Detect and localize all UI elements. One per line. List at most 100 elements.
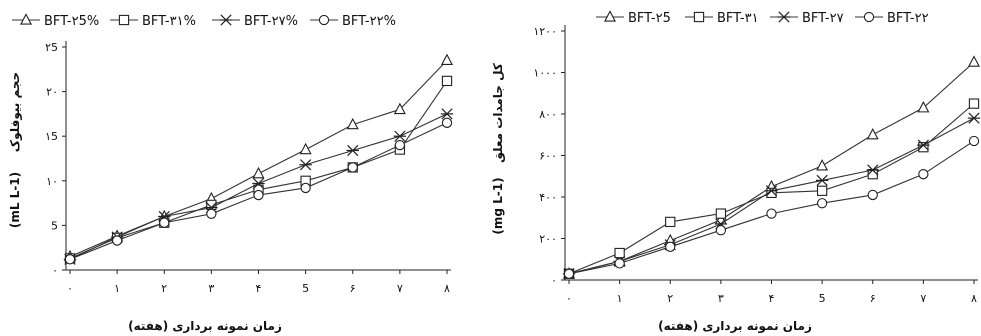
x-axis-label: زمان نمونه برداری (هفته) [128,319,282,334]
y-tick-label: ١٢٠٠ [533,25,557,38]
legend-label: BFT-٢٧ [802,11,844,26]
data-point [394,139,406,151]
y-axis-label-unit: (mL L-1) [8,172,22,228]
x-tick-label: ۴ [769,292,775,305]
data-point [968,135,980,147]
data-point [393,130,407,142]
data-point [766,187,777,198]
x-tick-label: ٣ [208,282,214,295]
data-point [918,169,929,180]
legend-marker [603,10,617,22]
legend-label: BFT-٢٢ [887,11,929,26]
data-point [393,102,406,115]
data-point [346,144,359,157]
data-point [815,174,829,187]
chart-biofloc-volume: BFT-٢5% BFT-٣١% BFT-٢٧% BFT-٢٢% ٠5١٠١5٢٠٢5٠… [8,13,454,334]
x-tick-label: ٧ [920,292,926,305]
data-point [917,139,930,151]
x-tick-label: ٨ [971,292,977,305]
legend: BFT-٢5% BFT-٣١% BFT-٢٧% BFT-٢٢% [12,13,396,29]
legend-entry: BFT-٢٢ [855,11,929,26]
data-point [252,166,265,179]
legend-marker [318,14,330,26]
y-tick-label: ۶٠٠ [539,150,557,163]
legend-entry: BFT-٢٧% [212,14,298,29]
y-tick-label: ١٠٠٠ [533,67,557,80]
data-point [715,225,727,236]
legend-label: BFT-٢5% [44,14,99,29]
axes: ٠ 5 ١٠ ١5 ٢٠ ٢5 ٠ ١ ٢ ٣ ۴ 5 ۶ ٧ ٨ [45,41,451,295]
legend-label: BFT-٣١% [142,14,196,29]
data-point [967,55,981,67]
data-point [968,98,980,109]
y-axis-label-unit: (mg L-1) [491,177,505,234]
series-line [568,140,975,275]
y-tick-label: ٢٠٠ [539,233,557,246]
series-line [568,61,975,275]
legend-marker [777,11,791,23]
data-point [299,159,312,171]
x-tick-label: ٧ [397,282,403,295]
legend: BFT-٢5 BFT-٣١ BFT-٢٧ BFT-٢٢ [596,10,929,26]
legend-label: BFT-٢٧% [244,14,298,29]
series-circle [64,117,453,265]
x-tick-label: ٢ [667,292,673,305]
y-axis-label: حجم بیوفلوک (mL L-1) [8,72,23,228]
series-circle [563,135,980,279]
x-tick-label: ٠ [67,282,73,295]
x-tick-label: ٣ [718,292,724,305]
data-point [715,208,727,219]
x-tick-label: ٨ [444,282,450,295]
data-point [766,208,777,219]
axes: ٠ ٢٠٠ ۴٠٠ ۶٠٠ ٨٠٠ ١٠٠٠ ١٢٠٠ ٠ ١ ٢ ٣ ۴ 5 ۶ ٧ ٨ [533,25,978,305]
series-triangle [63,53,454,262]
legend-entry: BFT-٣١ [685,11,759,26]
series-star [562,112,981,280]
x-tick-label: 5 [302,282,309,295]
series-layer [562,55,981,280]
y-axis-label-main: حجم بیوفلوک [8,72,23,152]
data-point [252,177,265,190]
chart-total-suspended-solids: BFT-٢5 BFT-٣١ BFT-٢٧ BFT-٢٢ ٠٢٠٠۴٠٠۶٠٠٨٠٠١٠… [491,10,981,334]
legend-marker [19,13,33,25]
legend-entry: BFT-٣١% [110,14,196,29]
data-point [563,268,575,279]
legend-label: BFT-٢5 [628,11,671,26]
series-square [563,98,980,279]
data-point [866,164,879,176]
legend-entry: BFT-٢٢% [310,14,396,29]
y-tick-label: ٠ [551,274,557,287]
data-point [440,53,454,66]
data-point [300,182,311,194]
legend-label: BFT-٣١ [717,11,759,26]
data-point [765,185,778,197]
y-tick-label: ٨٠٠ [539,108,557,121]
data-point [614,247,625,259]
data-point [665,241,676,252]
legend-marker [118,14,130,26]
x-tick-label: ۴ [256,282,262,295]
x-axis-label: زمان نمونه برداری (هفته) [658,319,812,334]
legend-label: BFT-٢٢% [342,14,396,29]
x-tick-label: ٢ [161,282,167,295]
legend-entry: BFT-٢٧ [770,11,844,26]
data-point [253,189,264,201]
y-axis-label: کل جامدات معلق (mg L-1) [491,63,505,234]
legend-entry: BFT-٢5 [596,10,671,26]
data-point [347,162,358,173]
y-tick-label: ١٠ [46,175,58,188]
y-tick-label: ٢5 [45,41,58,54]
data-point [665,216,676,228]
series-triangle [562,55,981,279]
legend-marker [693,11,705,23]
data-point [816,185,828,196]
data-point [111,235,123,246]
data-point [299,142,312,155]
series-line [69,59,448,258]
x-tick-label: 5 [819,292,826,305]
x-tick-label: ١ [114,282,120,295]
x-tick-label: ٠ [566,292,572,305]
data-point [816,159,829,171]
data-point [967,112,981,124]
data-point [816,198,828,209]
